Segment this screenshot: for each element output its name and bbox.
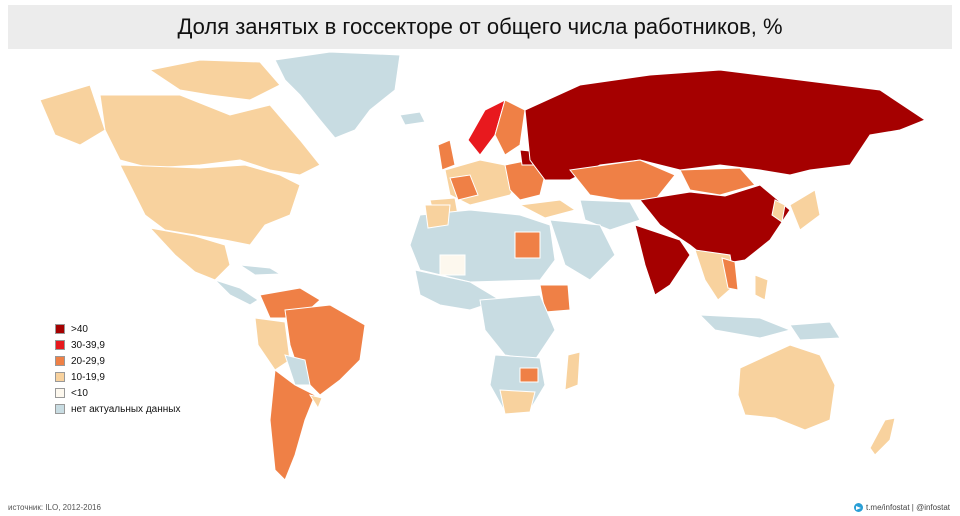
page-title: Доля занятых в госсекторе от общего числ…: [177, 14, 783, 39]
legend-swatch: [55, 388, 65, 398]
legend-swatch: [55, 404, 65, 414]
credit-link[interactable]: t.me/infostat | @infostat: [865, 503, 950, 512]
france: [449, 174, 479, 201]
greenland: [274, 51, 401, 139]
korea: [771, 199, 786, 223]
source-note: источник: ILO, 2012-2016: [8, 503, 101, 512]
china: [639, 184, 791, 266]
indonesia: [698, 314, 792, 339]
legend-item-30-39: 30-39,9: [55, 338, 180, 352]
iceland: [399, 111, 426, 126]
legend-swatch: [55, 356, 65, 366]
peru: [254, 317, 291, 371]
central-africa: [479, 294, 556, 361]
title-bar: Доля занятых в госсекторе от общего числ…: [8, 5, 952, 49]
turkey: [518, 199, 577, 219]
legend-label: 10-19,9: [71, 371, 105, 383]
legend-item-lt10: <10: [55, 386, 180, 400]
mongolia: [679, 167, 756, 196]
bolivia: [284, 354, 311, 386]
legend-item-gt40: >40: [55, 322, 180, 336]
legend-label: <10: [71, 387, 88, 399]
philippines: [754, 274, 769, 301]
south-africa: [499, 389, 536, 415]
mali: [439, 254, 466, 276]
legend-swatch: [55, 340, 65, 350]
caribbean: [239, 264, 282, 276]
central-asia: [579, 199, 641, 231]
legend-label: нет актуальных данных: [71, 403, 181, 415]
uruguay: [308, 394, 323, 410]
west-africa: [414, 269, 502, 311]
legend: >40 30-39,9 20-29,9 10-19,9 <10 нет акту…: [55, 322, 180, 418]
zimbabwe: [519, 367, 539, 383]
india: [634, 224, 691, 296]
legend-item-10-19: 10-19,9: [55, 370, 180, 384]
japan: [789, 189, 821, 231]
canada: [99, 94, 321, 176]
alaska: [39, 84, 106, 146]
legend-item-nodata: нет актуальных данных: [55, 402, 180, 416]
sweden-finland: [494, 99, 526, 156]
new-zealand: [869, 417, 896, 456]
world-map: [39, 51, 927, 481]
usa: [119, 164, 301, 246]
telegram-icon: [853, 503, 863, 512]
russia: [524, 69, 927, 181]
legend-swatch: [55, 372, 65, 382]
vietnam: [721, 257, 739, 291]
canada-islands: [148, 59, 281, 101]
legend-item-20-29: 20-29,9: [55, 354, 180, 368]
uk: [437, 139, 456, 171]
central-america: [214, 279, 259, 306]
egypt: [514, 231, 541, 259]
legend-label: 30-39,9: [71, 339, 105, 351]
legend-swatch: [55, 324, 65, 334]
legend-label: >40: [71, 323, 88, 335]
new-guinea: [789, 321, 841, 341]
morocco: [424, 204, 451, 229]
legend-label: 20-29,9: [71, 355, 105, 367]
credit: t.me/infostat | @infostat: [853, 503, 950, 512]
argentina: [269, 369, 316, 481]
australia: [737, 344, 836, 431]
madagascar: [564, 351, 581, 391]
middle-east: [549, 219, 616, 281]
mexico: [148, 227, 231, 281]
